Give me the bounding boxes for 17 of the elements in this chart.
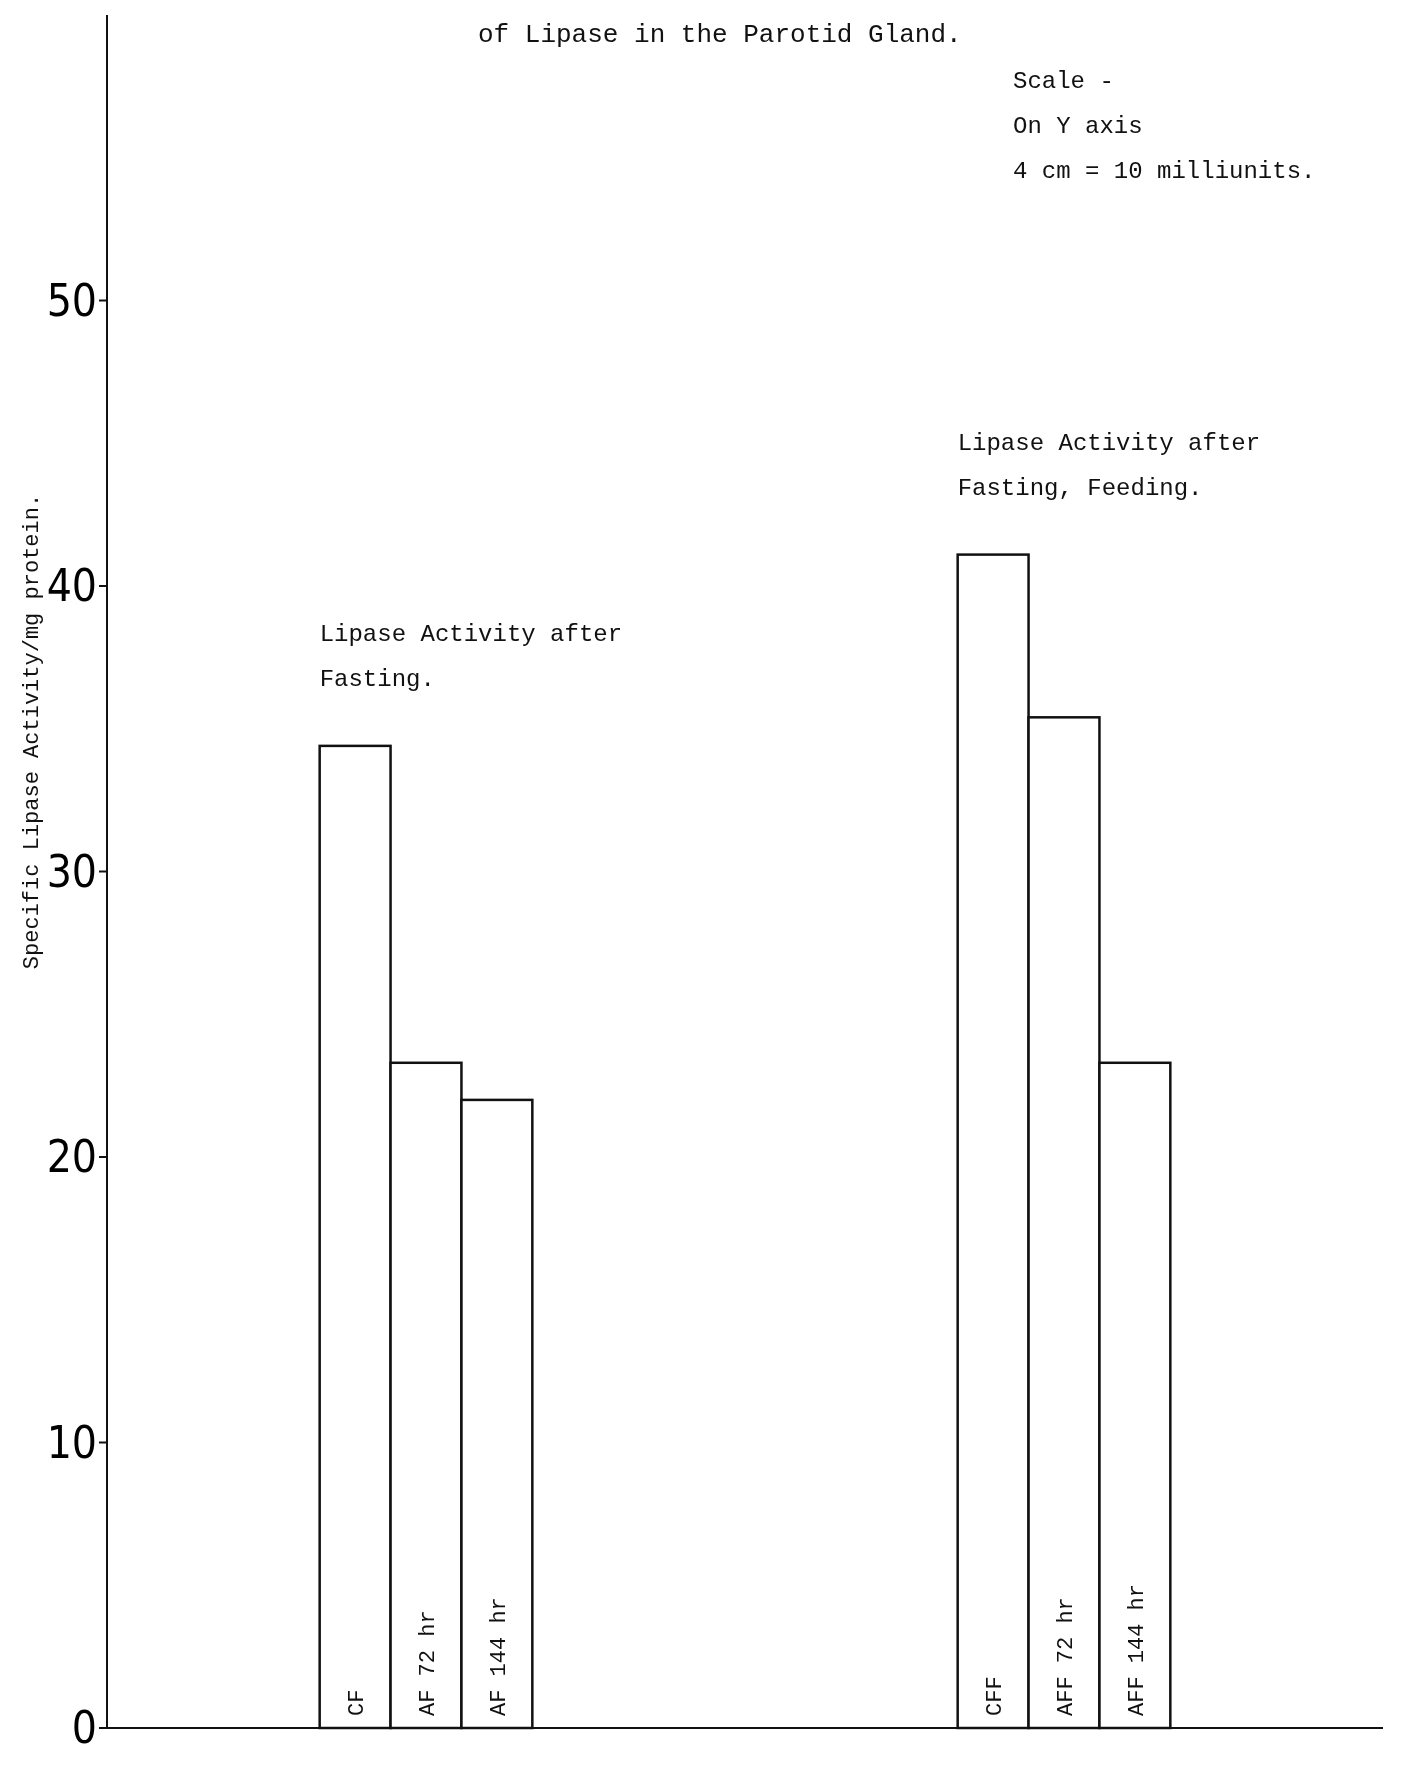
annotation: Lipase Activity after Fasting, Feeding. (957, 429, 1261, 502)
y-tick-label: 20 (46, 1131, 97, 1183)
x-tick-label: AF 72 hr (416, 1610, 441, 1716)
chart-title: of Lipase in the Parotid Gland. (478, 20, 962, 50)
y-tick-label: 40 (46, 560, 97, 612)
y-tick-label: 0 (71, 1702, 97, 1754)
y-tick-label: 30 (46, 845, 97, 897)
x-tick-label: AFF 144 hr (1124, 1583, 1150, 1716)
y-axis-title: Specific Lipase Activity/mg protein. (20, 493, 45, 970)
annotation: Scale - On Y axis 4 cm = 10 milliunits. (1013, 68, 1316, 185)
x-tick-label: CFF (983, 1676, 1009, 1716)
y-tick-label: 10 (46, 1416, 97, 1468)
x-tick-label: AF 144 hr (486, 1597, 512, 1716)
x-tick-label: AFF 72 hr (1054, 1597, 1079, 1716)
y-tick-label: 50 (46, 274, 97, 326)
x-tick-label: CF (345, 1689, 371, 1716)
annotation: Lipase Activity after Fasting. (319, 620, 623, 693)
